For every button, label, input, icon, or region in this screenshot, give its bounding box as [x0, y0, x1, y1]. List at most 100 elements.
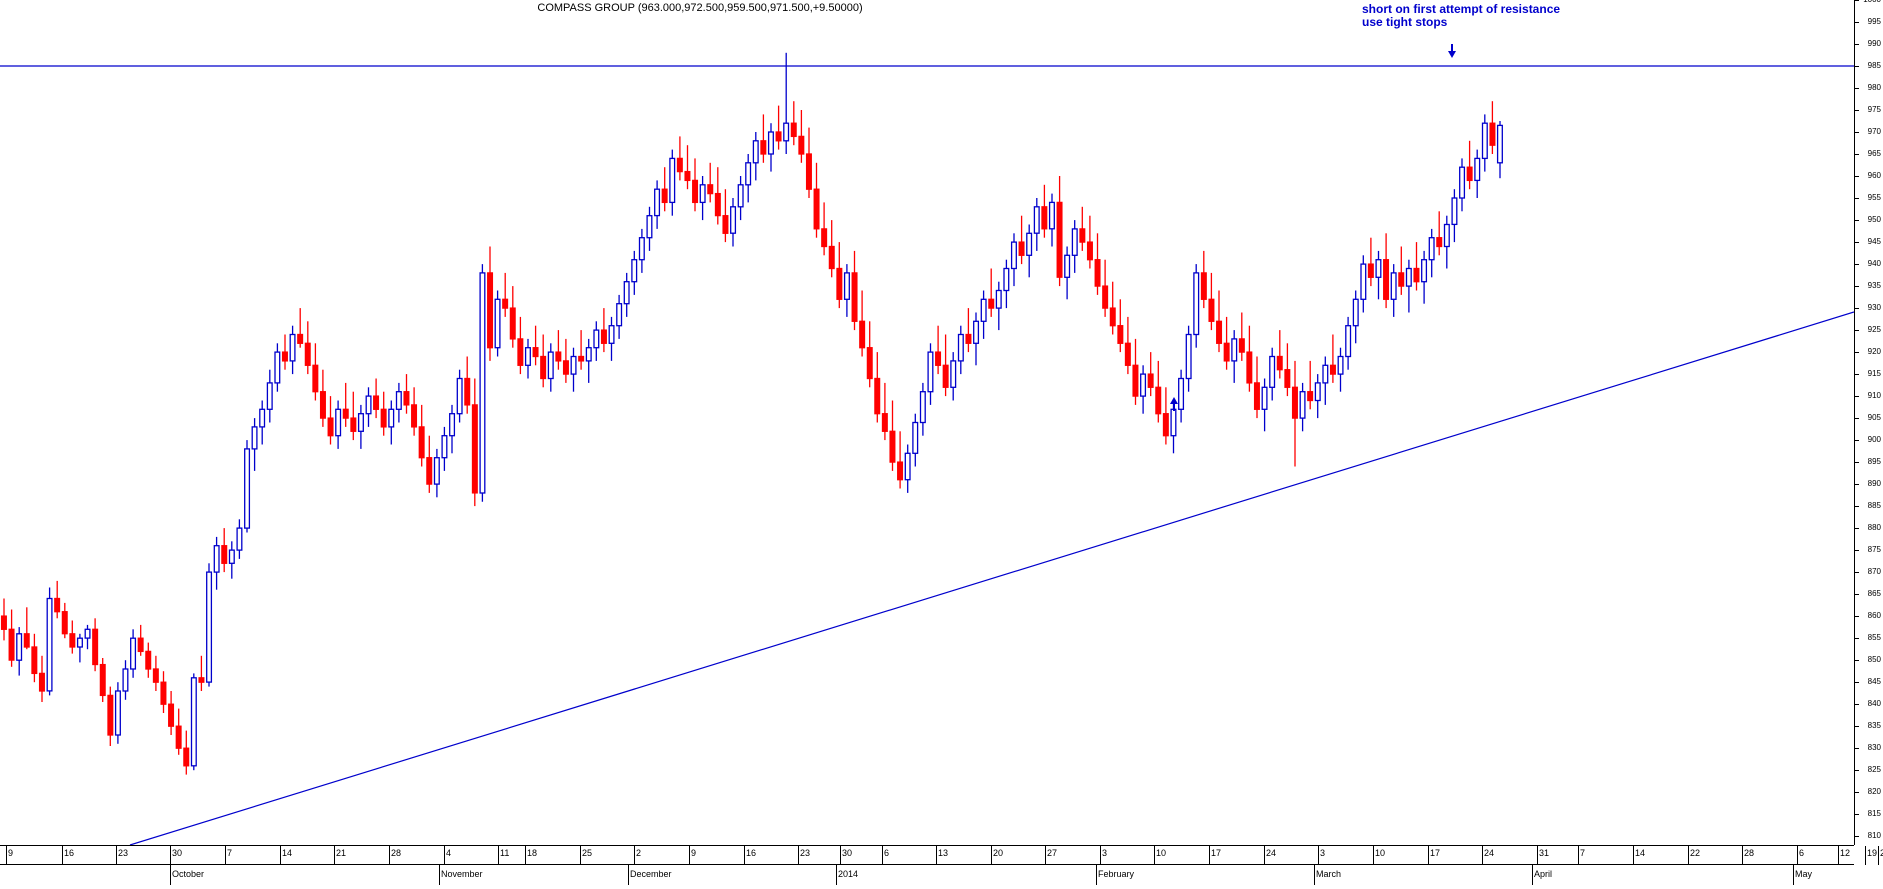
price-tick-mark	[1855, 836, 1859, 838]
month-tick-mark	[836, 865, 837, 885]
date-tick-mark	[334, 846, 335, 865]
price-axis: 1000 995 990 985 980 975 970 965 960 955 950 945 940…	[1854, 0, 1883, 845]
month-label: April	[1534, 869, 1553, 879]
price-tick-mark	[1855, 110, 1859, 111]
month-tick-mark	[1793, 865, 1794, 885]
date-tick-label: 30	[842, 848, 853, 858]
price-tick-label: 935	[1867, 281, 1881, 291]
date-tick-label: 3	[1102, 848, 1108, 858]
price-tick-mark	[1855, 462, 1859, 464]
date-tick-mark	[1209, 846, 1210, 865]
date-tick-label: 2	[636, 848, 642, 858]
month-label: February	[1098, 869, 1135, 879]
date-tick-mark	[1100, 846, 1101, 865]
price-tick-label: 905	[1867, 413, 1881, 423]
price-tick-mark	[1855, 66, 1859, 67]
date-tick-label: 7	[227, 848, 233, 858]
date-tick-label: 21	[336, 848, 347, 858]
candlestick-svg	[0, 44, 1854, 845]
date-tick-label: 14	[1635, 848, 1646, 858]
date-tick-mark	[170, 846, 171, 865]
date-tick-label: 22	[1690, 848, 1701, 858]
date-tick-label: 19	[1867, 848, 1878, 858]
date-tick-mark	[1578, 846, 1579, 865]
price-tick-mark	[1855, 506, 1859, 508]
price-tick-label: 960	[1867, 171, 1881, 180]
date-tick-label: 27	[1047, 848, 1058, 858]
price-tick-label: 980	[1867, 83, 1881, 92]
date-tick-mark	[444, 846, 445, 865]
date-tick-mark	[798, 846, 799, 865]
price-tick-mark	[1855, 88, 1859, 89]
price-tick-mark	[1855, 572, 1859, 574]
month-tick-mark	[170, 865, 171, 885]
price-tick-mark	[1855, 308, 1859, 310]
month-label: March	[1316, 869, 1342, 879]
price-tick-label: 830	[1867, 743, 1881, 753]
price-tick-label: 940	[1867, 259, 1881, 269]
date-tick-mark	[1154, 846, 1155, 865]
date-tick-label: 31	[1539, 848, 1550, 858]
price-tick-label: 945	[1867, 237, 1881, 247]
date-tick-mark	[1482, 846, 1483, 865]
date-tick-mark	[882, 846, 883, 865]
price-tick-label: 835	[1867, 721, 1881, 731]
date-tick-mark	[1742, 846, 1743, 865]
date-tick-label: 28	[391, 848, 402, 858]
price-tick-mark	[1855, 352, 1859, 354]
chart-annotation: short on first attempt of resistance use…	[1362, 3, 1560, 29]
price-tick-label: 990	[1867, 39, 1881, 48]
date-tick-mark	[1373, 846, 1374, 865]
date-tick-mark	[498, 846, 499, 865]
price-tick-mark	[1855, 748, 1859, 750]
date-tick-label: 23	[800, 848, 811, 858]
date-tick-label: 10	[1375, 848, 1386, 858]
price-tick-mark	[1855, 286, 1859, 288]
price-tick-label: 840	[1867, 699, 1881, 709]
price-tick-label: 975	[1867, 105, 1881, 114]
annotation-line-2: use tight stops	[1362, 15, 1448, 29]
date-tick-label: 12	[1840, 848, 1851, 858]
price-tick-mark	[1855, 418, 1859, 420]
axis-corner	[1854, 845, 1883, 889]
date-tick-label: 30	[172, 848, 183, 858]
date-tick-label: 4	[446, 848, 452, 858]
date-tick-label: 25	[582, 848, 593, 858]
price-tick-label: 955	[1867, 193, 1881, 202]
price-tick-label: 965	[1867, 149, 1881, 158]
price-tick-label: 815	[1867, 809, 1881, 819]
month-label: December	[630, 869, 672, 879]
date-tick-label: 3	[1320, 848, 1326, 858]
date-tick-label: 7	[1580, 848, 1586, 858]
month-tick-mark	[1532, 865, 1533, 885]
date-tick-label: 24	[1266, 848, 1277, 858]
date-tick-label: 18	[527, 848, 538, 858]
month-tick-mark	[1314, 865, 1315, 885]
price-tick-label: 885	[1867, 501, 1881, 511]
price-tick-label: 985	[1867, 61, 1881, 70]
date-tick-mark	[1318, 846, 1319, 865]
date-tick-mark	[62, 846, 63, 865]
date-tick-mark	[840, 846, 841, 865]
date-tick-label: 17	[1211, 848, 1222, 858]
date-tick-label: 10	[1156, 848, 1167, 858]
price-tick-mark	[1855, 132, 1859, 133]
price-tick-mark	[1855, 330, 1859, 332]
price-tick-label: 825	[1867, 765, 1881, 775]
price-tick-label: 845	[1867, 677, 1881, 687]
date-tick-mark	[1428, 846, 1429, 865]
price-tick-mark	[1855, 22, 1859, 23]
month-tick-mark	[628, 865, 629, 885]
date-tick-mark	[936, 846, 937, 865]
plot-area[interactable]	[0, 0, 1854, 845]
date-tick-mark	[1688, 846, 1689, 865]
price-tick-label: 1000	[1863, 0, 1881, 4]
date-tick-label: 16	[746, 848, 757, 858]
date-tick-label: 6	[884, 848, 890, 858]
price-tick-label: 820	[1867, 787, 1881, 797]
price-tick-label: 995	[1867, 17, 1881, 26]
date-tick-label: 16	[64, 848, 75, 858]
date-tick-label: 9	[8, 848, 14, 858]
date-axis: 9 16 23 30 7 14 21 28 4 11 18 25 2 9 16 23 30 6 13 20 27 3 10 1…	[0, 845, 1883, 889]
date-tick-label: 14	[282, 848, 293, 858]
